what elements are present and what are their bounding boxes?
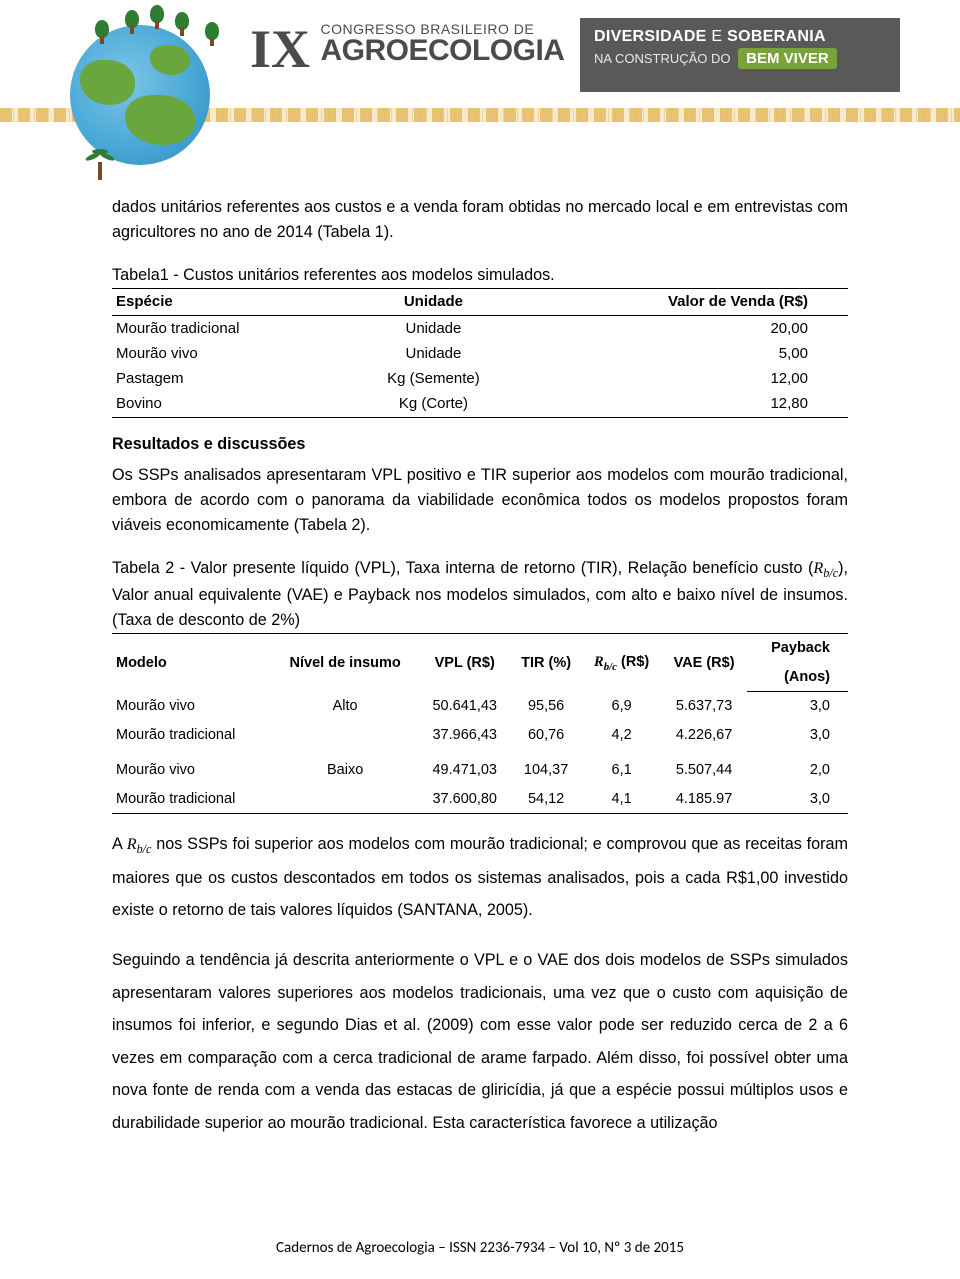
tag-bemviver: BEM VIVER <box>738 48 837 69</box>
congress-line2: AGROECOLOGIA <box>320 36 564 66</box>
table1-col-unidade: Unidade <box>344 289 522 315</box>
table-row: Mourão vivo Unidade 5,00 <box>112 341 848 366</box>
results-heading: Resultados e discussões <box>112 432 848 457</box>
table2-col-payback2: (Anos) <box>747 663 848 692</box>
page-footer: Cadernos de Agroecologia – ISSN 2236-793… <box>0 1239 960 1257</box>
table-row: Bovino Kg (Corte) 12,80 <box>112 391 848 417</box>
page-content: dados unitários referentes aos custos e … <box>112 195 848 1139</box>
table1-col-especie: Espécie <box>112 289 344 315</box>
page-header: IX CONGRESSO BRASILEIRO DE AGROECOLOGIA … <box>0 0 960 130</box>
table2: Modelo Nível de insumo VPL (R$) TIR (%) … <box>112 633 848 814</box>
table-row: Pastagem Kg (Semente) 12,00 <box>112 366 848 391</box>
table1-col-valor: Valor de Venda (R$) <box>522 289 848 315</box>
table2-col-modelo: Modelo <box>112 634 271 692</box>
table2-col-rbc: Rb/c (R$) <box>582 634 661 692</box>
table1: Espécie Unidade Valor de Venda (R$) Mour… <box>112 288 848 417</box>
table2-col-vpl: VPL (R$) <box>420 634 510 692</box>
tag-soberania: SOBERANIA <box>727 28 826 45</box>
tag-e: E <box>707 28 727 45</box>
results-paragraph: Os SSPs analisados apresentaram VPL posi… <box>112 463 848 538</box>
intro-paragraph: dados unitários referentes aos custos e … <box>112 195 848 245</box>
table2-col-payback1: Payback <box>747 634 848 663</box>
globe-logo-icon <box>55 10 225 180</box>
tag-diversidade: DIVERSIDADE <box>594 28 707 45</box>
table-row: Mourão tradicional Unidade 20,00 <box>112 315 848 341</box>
final-paragraph: Seguindo a tendência já descrita anterio… <box>112 944 848 1138</box>
congress-title: IX CONGRESSO BRASILEIRO DE AGROECOLOGIA <box>250 22 564 76</box>
table1-caption: Tabela1 - Custos unitários referentes ao… <box>112 263 848 288</box>
table2-col-vae: VAE (R$) <box>661 634 747 692</box>
table2-col-insumo: Nível de insumo <box>271 634 420 692</box>
table2-caption: Tabela 2 - Valor presente líquido (VPL),… <box>112 556 848 633</box>
tag-construcao: NA CONSTRUÇÃO DO <box>594 51 731 66</box>
table-row: Mourão tradicional 37.600,80 54,12 4,1 4… <box>112 785 848 814</box>
congress-number: IX <box>250 22 310 76</box>
table-row: Mourão tradicional 37.966,43 60,76 4,2 4… <box>112 721 848 756</box>
rbc-paragraph: A Rb/c nos SSPs foi superior aos modelos… <box>112 828 848 926</box>
table-row: Mourão vivo Baixo 49.471,03 104,37 6,1 5… <box>112 756 848 784</box>
table-row: Mourão vivo Alto 50.641,43 95,56 6,9 5.6… <box>112 692 848 721</box>
tagline-box: DIVERSIDADE E SOBERANIA NA CONSTRUÇÃO DO… <box>580 18 900 92</box>
table2-col-tir: TIR (%) <box>510 634 582 692</box>
